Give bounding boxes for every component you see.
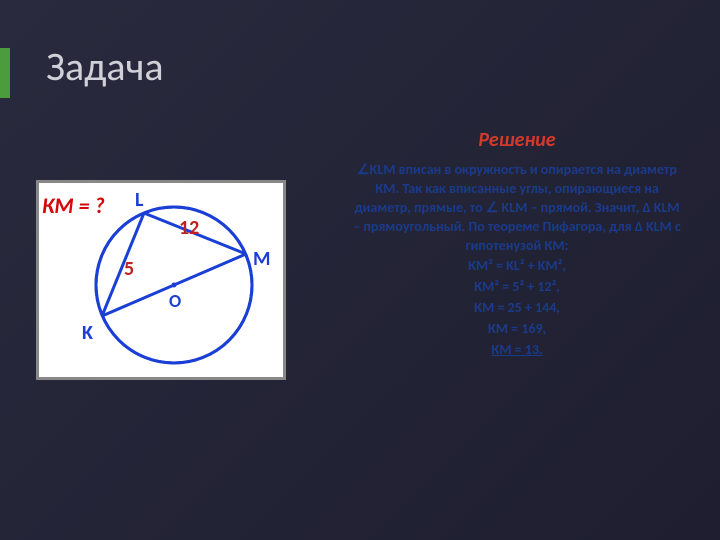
accent-bar bbox=[0, 48, 10, 98]
label-LM-length: 12 bbox=[179, 216, 199, 240]
solution-body: ∠KLM вписан в окружность и опирается на … bbox=[352, 160, 682, 360]
label-L: L bbox=[135, 188, 144, 212]
solution-column: Решение ∠KLM вписан в окружность и опира… bbox=[352, 128, 682, 362]
solution-paragraph: ∠KLM вписан в окружность и опирается на … bbox=[352, 160, 682, 255]
label-M: M bbox=[253, 247, 270, 271]
solution-line-2: КМ² = 5² + 12², bbox=[352, 278, 682, 297]
question-label: КМ = ? bbox=[42, 192, 105, 219]
solution-line-1: КМ² = KL² + KM², bbox=[352, 257, 682, 276]
solution-line-3: КМ = 25 + 144, bbox=[352, 299, 682, 318]
label-K: K bbox=[82, 321, 93, 345]
solution-line-4: КМ = 169, bbox=[352, 320, 682, 339]
solution-heading: Решение bbox=[352, 128, 682, 152]
solution-answer: КМ = 13. bbox=[352, 341, 682, 360]
center-dot bbox=[172, 283, 177, 288]
label-O: O bbox=[169, 290, 181, 312]
solution-para-text: KLM вписан в окружность и опирается на д… bbox=[353, 161, 681, 254]
slide-title: Задача bbox=[46, 42, 164, 91]
label-KL-length: 5 bbox=[124, 257, 134, 281]
diagram: K L M O 5 12 КМ = ? bbox=[36, 180, 286, 380]
geometry-figure: K L M O 5 12 КМ = ? bbox=[39, 183, 283, 377]
